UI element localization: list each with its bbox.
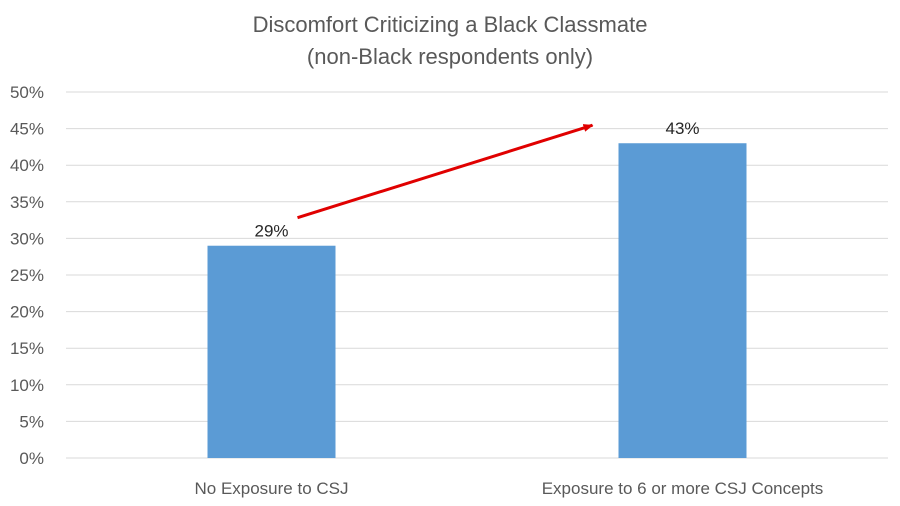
y-tick-label: 40% (10, 156, 44, 175)
chart-title-line-2: (non-Black respondents only) (307, 44, 593, 69)
y-tick-label: 25% (10, 266, 44, 285)
y-tick-label: 30% (10, 229, 44, 248)
y-tick-label: 50% (10, 83, 44, 102)
y-tick-label: 15% (10, 339, 44, 358)
trend-arrow (297, 123, 594, 220)
bars (207, 143, 747, 459)
y-tick-label: 20% (10, 303, 44, 322)
bar-data-label: 29% (254, 222, 288, 241)
category-labels: No Exposure to CSJ Exposure to 6 or more … (194, 479, 823, 498)
category-label: No Exposure to CSJ (194, 479, 348, 498)
bar (207, 245, 336, 458)
bar-data-label: 43% (665, 119, 699, 138)
y-tick-label: 0% (19, 449, 44, 468)
y-tick-label: 10% (10, 376, 44, 395)
bar (618, 143, 747, 459)
gridlines (66, 91, 888, 459)
data-labels: 29% 43% (254, 119, 699, 240)
y-tick-label: 35% (10, 193, 44, 212)
y-tick-label: 5% (19, 412, 44, 431)
chart-title-line-1: Discomfort Criticizing a Black Classmate (253, 12, 648, 37)
category-label: Exposure to 6 or more CSJ Concepts (542, 479, 824, 498)
y-tick-label: 45% (10, 120, 44, 139)
y-axis-tick-labels: 0% 5% 10% 15% 20% 25% 30% 35% 40% 45% 50% (10, 83, 44, 468)
